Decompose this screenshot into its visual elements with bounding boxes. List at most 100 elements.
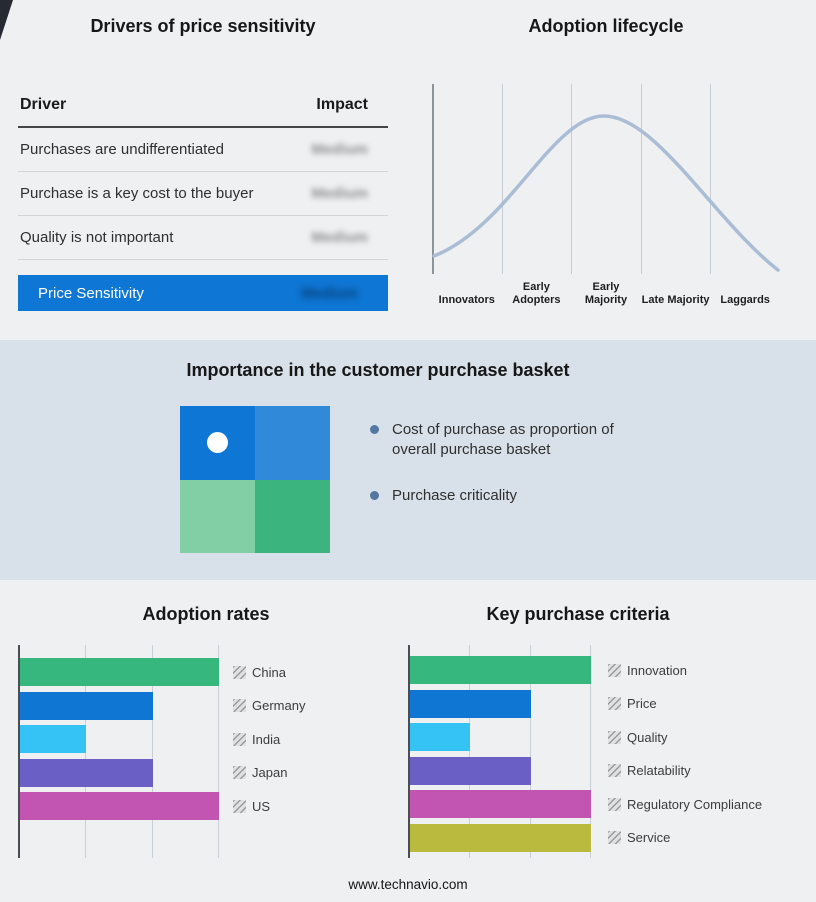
legend-item-innovation: Innovation bbox=[608, 656, 762, 684]
bar-quality bbox=[410, 723, 471, 751]
column-impact: Impact bbox=[316, 96, 368, 113]
legend-item-price: Price bbox=[608, 690, 762, 718]
legend-item-service: Service bbox=[608, 824, 762, 852]
bar-row-japan bbox=[20, 758, 219, 787]
driver-row: Quality is not important Medium bbox=[18, 216, 388, 260]
bullet-text: Cost of purchase as proportion of overal… bbox=[392, 421, 614, 458]
legend-swatch-icon bbox=[233, 799, 246, 813]
bar-us bbox=[20, 792, 219, 820]
adoption-rates-title: Adoption rates bbox=[142, 604, 270, 624]
key-purchase-criteria-legend: Innovation Price Quality Relatability Regula… bbox=[608, 656, 762, 857]
bullet-icon bbox=[370, 425, 379, 434]
bar-row-service bbox=[410, 823, 591, 852]
driver-row: Purchases are undifferentiated Medium bbox=[18, 128, 388, 172]
driver-text: Purchases are undifferentiated bbox=[20, 141, 225, 158]
key-purchase-criteria-title: Key purchase criteria bbox=[486, 604, 670, 624]
lifecycle-title: Adoption lifecycle bbox=[528, 16, 684, 36]
stage-laggards: Laggards bbox=[720, 294, 770, 307]
legend-label: Service bbox=[627, 830, 671, 845]
legend-label: Germany bbox=[252, 698, 306, 713]
quadrant-cell-3 bbox=[255, 479, 330, 553]
column-driver: Driver bbox=[20, 96, 67, 113]
legend-label: Quality bbox=[627, 729, 668, 745]
bar-row-innovation bbox=[410, 656, 591, 684]
gridline bbox=[152, 645, 153, 858]
drivers-table-header: Driver Impact bbox=[18, 96, 388, 128]
legend-label: Japan bbox=[252, 765, 288, 780]
stage-late-majority: Late Majority bbox=[641, 294, 710, 307]
stage-innovators: Innovators bbox=[438, 294, 495, 307]
legend-item-india: India bbox=[233, 725, 305, 753]
gridline bbox=[501, 84, 503, 274]
legend-swatch-icon bbox=[233, 665, 246, 679]
key-purchase-criteria-chart bbox=[408, 645, 591, 858]
legend-item-us: US bbox=[233, 792, 305, 820]
bar-row-price bbox=[410, 689, 591, 718]
legend-item-germany: Germany bbox=[233, 692, 305, 720]
bullet-icon bbox=[370, 490, 379, 500]
key-purchase-criteria-bars bbox=[410, 656, 591, 857]
stage-early-majority: Early Majority bbox=[584, 280, 628, 307]
drivers-title: Drivers of price sensitivity bbox=[90, 16, 316, 36]
quadrant-cell-2 bbox=[180, 479, 255, 553]
bullet-item: Purchase criticality bbox=[370, 486, 642, 506]
basket-content: Cost of purchase as proportion of overal… bbox=[0, 406, 816, 553]
y-axis bbox=[408, 645, 410, 858]
bar-japan bbox=[20, 758, 153, 787]
quadrant-dot-icon bbox=[207, 432, 228, 453]
basket-bullets: Cost of purchase as proportion of overal… bbox=[370, 406, 642, 553]
driver-row: Purchase is a key cost to the buyer Medi… bbox=[18, 172, 388, 216]
bar-price bbox=[410, 689, 531, 718]
bar-service bbox=[410, 823, 591, 852]
impact-value: Medium bbox=[311, 185, 368, 202]
impact-value: Medium bbox=[311, 229, 368, 246]
y-axis bbox=[432, 84, 434, 274]
gridline bbox=[571, 84, 573, 274]
legend-swatch-icon bbox=[608, 764, 621, 777]
bar-china bbox=[20, 658, 219, 686]
price-sensitivity-bar: Price Sensitivity Medium bbox=[18, 275, 388, 311]
legend-swatch-icon bbox=[233, 699, 246, 712]
drivers-panel: Drivers of price sensitivity Driver Impa… bbox=[18, 16, 388, 311]
legend-swatch-icon bbox=[608, 797, 621, 811]
bar-regulatory-compliance bbox=[410, 790, 591, 818]
bar-india bbox=[20, 725, 87, 753]
adoption-lifecycle-panel: Adoption lifecycle Innovators Early Adop… bbox=[420, 16, 792, 308]
legend-swatch-icon bbox=[608, 697, 621, 710]
adoption-rates-bars bbox=[20, 658, 219, 826]
gridline bbox=[590, 645, 591, 858]
legend-label: Innovation bbox=[627, 662, 687, 678]
bullet-text: Purchase criticality bbox=[392, 486, 518, 504]
price-sensitivity-label: Price Sensitivity bbox=[38, 284, 144, 302]
legend-item-japan: Japan bbox=[233, 759, 305, 787]
gridline bbox=[218, 645, 219, 858]
legend-item-relatability: Relatability bbox=[608, 757, 762, 785]
bar-row-relatability bbox=[410, 756, 591, 785]
footer-url: www.technavio.com bbox=[348, 877, 468, 892]
gridline bbox=[468, 645, 470, 858]
legend-swatch-icon bbox=[233, 732, 246, 746]
stage-early-adopters: Early Adopters bbox=[512, 280, 561, 307]
driver-text: Quality is not important bbox=[20, 229, 174, 246]
legend-swatch-icon bbox=[608, 730, 621, 744]
legend-item-china: China bbox=[233, 658, 305, 686]
purchase-basket-band: Importance in the customer purchase bask… bbox=[0, 340, 816, 580]
legend-item-regulatory-compliance: Regulatory Compliance bbox=[608, 790, 762, 818]
legend-label: China bbox=[252, 664, 286, 680]
lifecycle-stage-labels: Innovators Early Adopters Early Majority… bbox=[432, 280, 780, 308]
bar-relatability bbox=[410, 756, 531, 785]
impact-value: Medium bbox=[311, 141, 368, 158]
bar-row-us bbox=[20, 792, 219, 820]
basket-title: Importance in the customer purchase bask… bbox=[186, 360, 570, 380]
gridline bbox=[640, 84, 642, 274]
purchase-basket-quadrant bbox=[180, 406, 330, 553]
legend-label: Regulatory Compliance bbox=[627, 796, 763, 812]
gridline bbox=[530, 645, 531, 858]
legend-item-quality: Quality bbox=[608, 723, 762, 751]
bullet-item: Cost of purchase as proportion of overal… bbox=[370, 420, 642, 460]
bar-innovation bbox=[410, 656, 591, 684]
y-axis bbox=[18, 645, 20, 858]
price-sensitivity-value: Medium bbox=[301, 284, 358, 302]
legend-label: Price bbox=[627, 696, 657, 711]
